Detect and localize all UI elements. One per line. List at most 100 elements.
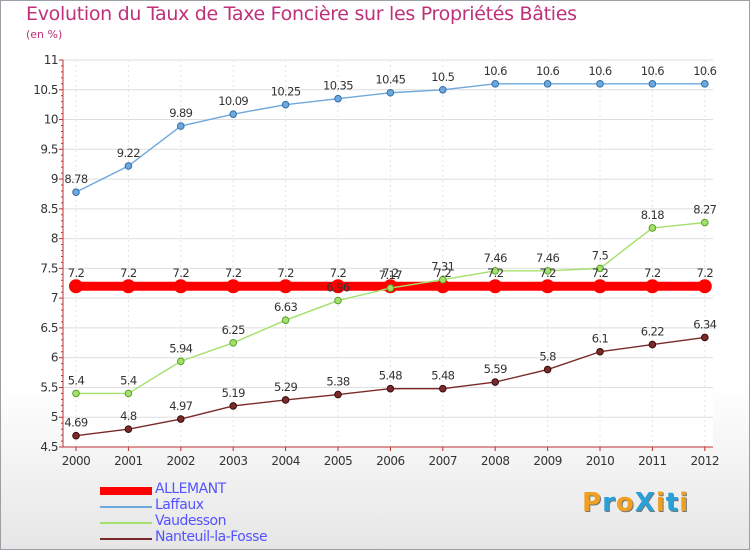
data-point-nanteuil-la-fosse: [596, 347, 604, 356]
y-tick-label: 7: [51, 291, 58, 305]
data-label-nanteuil-la-fosse: 6.1: [592, 332, 609, 346]
data-point-nanteuil-la-fosse: [72, 431, 80, 440]
legend-swatch-allemant: [100, 487, 152, 495]
data-point-vaudesson: [596, 264, 604, 273]
data-label-laffaux: 10.25: [271, 85, 301, 99]
data-label-laffaux: 10.6: [484, 64, 507, 78]
data-point-vaudesson: [334, 296, 342, 305]
data-point-allemant: [697, 279, 712, 294]
logo-letter: t: [665, 488, 680, 518]
y-tick-label: 11: [44, 53, 58, 67]
data-point-allemant: [593, 279, 607, 294]
data-label-vaudesson: 5.94: [169, 341, 192, 355]
x-tick-label: 2011: [638, 454, 667, 468]
data-label-vaudesson: 5.4: [120, 373, 137, 387]
x-tick-label: 2001: [114, 454, 143, 468]
data-point-laffaux: [491, 80, 500, 88]
y-tick-label: 4.5: [40, 440, 58, 454]
x-tick-label: 2010: [586, 454, 615, 468]
data-label-allemant: 7.2: [277, 266, 294, 280]
y-tick-label: 10.5: [33, 83, 58, 97]
data-label-laffaux: 10.6: [536, 64, 559, 78]
x-tick-label: 2002: [167, 454, 196, 468]
x-tick-label: 2000: [62, 454, 91, 468]
y-tick-label: 10: [44, 113, 58, 127]
logo-letter: P: [582, 488, 603, 518]
legend-swatch-nanteuil-la-fosse: [100, 538, 152, 540]
data-point-allemant: [540, 279, 555, 294]
legend-label-allemant: ALLEMANT: [155, 481, 226, 497]
data-point-nanteuil-la-fosse: [439, 384, 447, 393]
logo-letter: o: [615, 488, 635, 518]
data-label-nanteuil-la-fosse: 5.48: [431, 369, 454, 383]
data-point-allemant: [488, 279, 503, 294]
y-tick-label: 7.5: [40, 261, 58, 275]
data-point-nanteuil-la-fosse: [543, 365, 552, 374]
data-label-vaudesson: 7.17: [379, 268, 402, 282]
y-tick-label: 8.5: [40, 202, 58, 216]
data-point-laffaux: [386, 88, 395, 97]
data-label-nanteuil-la-fosse: 5.48: [379, 369, 402, 383]
data-label-laffaux: 10.5: [431, 70, 454, 84]
data-point-laffaux: [124, 162, 133, 170]
data-label-vaudesson: 7.5: [592, 248, 609, 262]
data-label-allemant: 7.2: [330, 266, 347, 280]
data-label-vaudesson: 7.46: [484, 251, 507, 265]
data-point-vaudesson: [72, 389, 80, 398]
data-label-laffaux: 10.09: [218, 94, 248, 108]
x-tick-label: 2005: [324, 454, 353, 468]
data-label-vaudesson: 6.96: [326, 281, 349, 295]
data-label-allemant: 7.2: [173, 266, 190, 280]
data-label-laffaux: 10.35: [323, 79, 353, 93]
data-label-allemant: 7.2: [435, 266, 452, 280]
data-point-vaudesson: [439, 275, 447, 284]
y-tick-label: 5: [51, 410, 58, 424]
legend-swatch-vaudesson: [100, 522, 152, 524]
data-label-laffaux: 10.6: [588, 64, 611, 78]
data-point-allemant: [278, 279, 293, 294]
y-tick-label: 8: [51, 232, 58, 246]
data-label-allemant: 7.2: [120, 266, 137, 280]
data-point-nanteuil-la-fosse: [701, 333, 709, 342]
data-label-nanteuil-la-fosse: 5.19: [222, 386, 245, 400]
x-tick-label: 2008: [481, 454, 510, 468]
y-tick-label: 9: [51, 172, 58, 186]
data-label-allemant: 7.2: [68, 266, 85, 280]
x-tick-label: 2007: [429, 454, 458, 468]
data-point-nanteuil-la-fosse: [177, 415, 185, 423]
data-point-nanteuil-la-fosse: [124, 425, 133, 433]
data-point-laffaux: [596, 80, 604, 88]
data-point-vaudesson: [281, 316, 290, 324]
x-tick-label: 2004: [271, 454, 300, 468]
data-label-vaudesson: 7.46: [536, 251, 559, 265]
data-label-laffaux: 8.78: [64, 172, 87, 186]
data-label-nanteuil-la-fosse: 5.29: [274, 380, 297, 394]
legend-swatch-laffaux: [100, 506, 152, 508]
data-point-laffaux: [281, 100, 290, 109]
logo-letter: i: [679, 488, 690, 518]
data-point-laffaux: [177, 122, 185, 130]
data-label-laffaux: 10.45: [375, 73, 405, 87]
data-point-laffaux: [701, 80, 709, 88]
data-label-laffaux: 9.22: [117, 146, 140, 160]
data-label-nanteuil-la-fosse: 4.97: [169, 399, 192, 413]
data-label-nanteuil-la-fosse: 5.59: [484, 362, 507, 376]
data-point-nanteuil-la-fosse: [648, 340, 657, 349]
y-tick-label: 6.5: [40, 321, 58, 335]
data-point-nanteuil-la-fosse: [281, 396, 290, 404]
data-point-vaudesson: [648, 224, 657, 232]
logo-letter: X: [634, 488, 656, 518]
x-tick-label: 2012: [691, 454, 720, 468]
data-point-nanteuil-la-fosse: [491, 378, 500, 386]
data-label-laffaux: 10.6: [641, 64, 664, 78]
legend-label-vaudesson: Vaudesson: [155, 513, 226, 529]
data-label-allemant: 7.2: [382, 266, 399, 280]
data-point-laffaux: [229, 110, 237, 118]
data-label-vaudesson: 6.25: [222, 323, 245, 337]
data-label-nanteuil-la-fosse: 6.34: [693, 317, 716, 331]
data-label-vaudesson: 5.4: [68, 373, 85, 387]
data-point-nanteuil-la-fosse: [386, 384, 395, 393]
y-tick-label: 5.5: [40, 380, 58, 394]
data-point-nanteuil-la-fosse: [334, 390, 342, 399]
